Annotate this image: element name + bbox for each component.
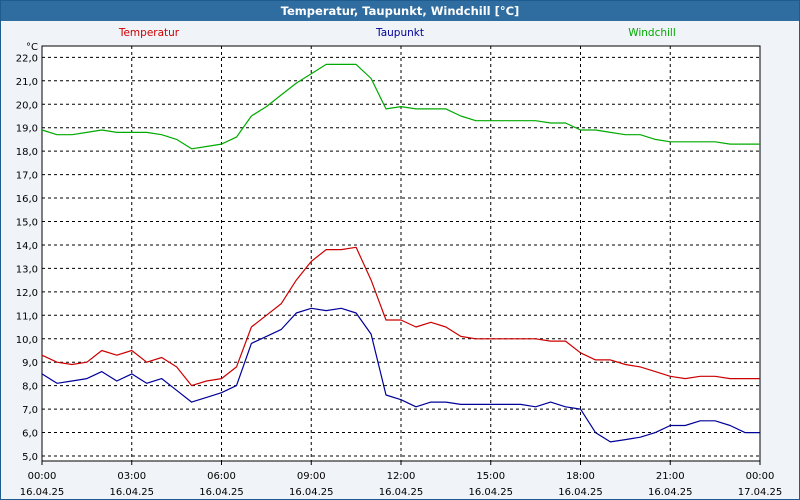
x-tick-date-label: 17.04.25 bbox=[738, 487, 783, 498]
y-tick-label: 22,0 bbox=[16, 53, 38, 64]
x-tick-date-label: 16.04.25 bbox=[468, 487, 513, 498]
chart-canvas: 5,0 6,0 7,0 8,0 9,0 10,0 11,0 12,0 13,0 14,0 15,0 1… bbox=[16, 27, 783, 498]
y-tick-label: 16,0 bbox=[16, 194, 38, 205]
y-tick-label: 18,0 bbox=[16, 147, 38, 158]
series-line-taupunkt bbox=[41, 307, 760, 443]
y-tick-label: 9,0 bbox=[22, 358, 38, 369]
y-tick-label: 17,0 bbox=[16, 171, 38, 182]
y-tick-label: 5,0 bbox=[22, 452, 38, 463]
y-tick-label: 7,0 bbox=[22, 405, 38, 416]
x-tick-time-label: 00:00 bbox=[746, 471, 775, 482]
x-tick-date-label: 16.04.25 bbox=[109, 487, 154, 498]
x-tick-time-label: 15:00 bbox=[476, 471, 505, 482]
x-tick-time-label: 09:00 bbox=[297, 471, 326, 482]
x-tick-time-label: 21:00 bbox=[656, 471, 685, 482]
y-axis-unit-label: °C bbox=[26, 42, 38, 53]
x-tick-time-label: 12:00 bbox=[387, 471, 416, 482]
y-tick-label: 20,0 bbox=[16, 100, 38, 111]
x-tick-time-label: 03:00 bbox=[117, 471, 146, 482]
x-tick-date-label: 16.04.25 bbox=[558, 487, 603, 498]
x-tick-date-label: 16.04.25 bbox=[289, 487, 334, 498]
y-tick-label: 15,0 bbox=[16, 218, 38, 229]
legend-temperatur: Temperatur bbox=[118, 27, 180, 39]
plot-area bbox=[41, 45, 761, 462]
y-tick-label: 19,0 bbox=[16, 124, 38, 135]
legend-windchill: Windchill bbox=[628, 27, 676, 39]
y-tick-label: 6,0 bbox=[22, 429, 38, 440]
chart-title: Temperatur, Taupunkt, Windchill [°C] bbox=[1, 1, 799, 21]
x-tick-date-label: 16.04.25 bbox=[379, 487, 424, 498]
y-tick-label: 21,0 bbox=[16, 77, 38, 88]
legend-taupunkt: Taupunkt bbox=[375, 27, 424, 39]
y-tick-label: 14,0 bbox=[16, 241, 38, 252]
x-tick-date-label: 16.04.25 bbox=[648, 487, 693, 498]
y-tick-label: 12,0 bbox=[16, 288, 38, 299]
series-line-windchill bbox=[41, 63, 760, 150]
y-tick-label: 10,0 bbox=[16, 335, 38, 346]
y-tick-label: 11,0 bbox=[16, 311, 38, 322]
series-line-temperatur bbox=[41, 246, 760, 387]
y-tick-label: 8,0 bbox=[22, 382, 38, 393]
x-tick-date-label: 16.04.25 bbox=[199, 487, 244, 498]
y-tick-label: 13,0 bbox=[16, 264, 38, 275]
x-tick-date-label: 16.04.25 bbox=[20, 487, 65, 498]
x-tick-time-label: 18:00 bbox=[566, 471, 595, 482]
x-tick-time-label: 00:00 bbox=[28, 471, 57, 482]
x-tick-time-label: 06:00 bbox=[207, 471, 236, 482]
